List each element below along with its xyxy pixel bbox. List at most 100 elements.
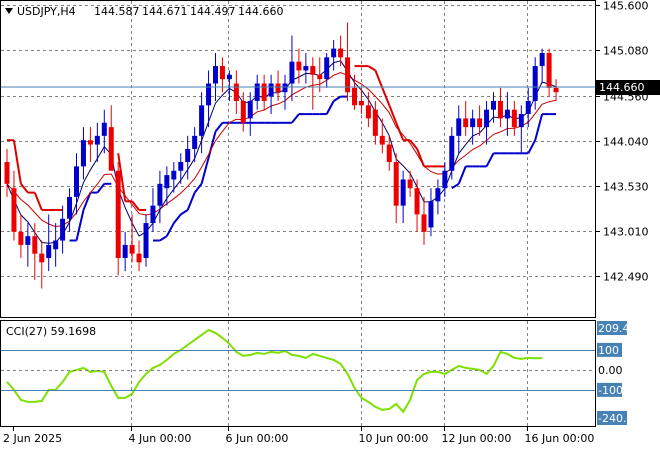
candle-body <box>532 66 538 101</box>
cci-tick-label: 0.00 <box>598 364 623 377</box>
candle-body <box>435 188 441 202</box>
candle-body <box>504 109 510 119</box>
stop-segment <box>374 70 384 89</box>
candle-body <box>53 240 59 250</box>
stop-segment <box>214 122 224 133</box>
moving-averages <box>6 60 557 244</box>
stop-segment <box>451 182 460 190</box>
y-tick-label: 145.600 <box>603 0 649 13</box>
stop-segment <box>409 139 418 150</box>
stop-segment <box>20 183 29 194</box>
x-tick-label: 6 Jun 00:00 <box>226 432 289 445</box>
y-tick-label: 143.530 <box>603 181 649 194</box>
candle-body <box>289 61 295 84</box>
y-tick-label: 142.490 <box>603 271 649 284</box>
candle-body <box>525 100 531 115</box>
candle-body <box>185 148 191 163</box>
candle-body <box>46 244 52 258</box>
candle-body <box>317 74 323 80</box>
stop-segment <box>457 166 467 185</box>
header-close: 144.660 <box>238 5 284 18</box>
candle-body <box>150 205 156 224</box>
grid-lines <box>1 1 595 426</box>
stop-segment <box>159 235 168 242</box>
candle-body <box>421 214 427 232</box>
stop-segment <box>325 100 335 115</box>
stop-segment <box>534 113 544 141</box>
candle-body <box>393 162 399 206</box>
stop-segment <box>96 183 106 194</box>
candle-body <box>129 244 135 254</box>
header-high: 144.671 <box>142 5 188 18</box>
candle-body <box>372 109 378 136</box>
candle-body <box>11 188 17 232</box>
candle-body <box>484 109 490 128</box>
x-tick-label: 4 Jun 00:00 <box>129 432 192 445</box>
candle-body <box>345 57 351 93</box>
stop-segment <box>200 157 210 185</box>
candle-body <box>25 236 31 245</box>
candle-body <box>192 135 198 149</box>
cci-tick-label: -100 <box>598 384 623 397</box>
fast-ma-line <box>6 60 557 244</box>
cci-indicator <box>6 328 543 414</box>
candle-body <box>178 162 184 171</box>
cci-axis: 209.4871 100 0.00 -100 -240.5586 <box>1 321 654 425</box>
candle-body <box>414 188 420 215</box>
candle-body <box>247 100 253 119</box>
symbol-timeframe: USDJPY,H4 <box>17 5 76 18</box>
x-tick-label: 12 Jun 00:00 <box>442 432 512 445</box>
candle-body <box>240 100 246 123</box>
stop-lines <box>7 65 557 242</box>
stop-segment <box>193 183 203 194</box>
stop-segment <box>527 139 537 154</box>
candle-body <box>553 87 559 93</box>
cci-tick-box <box>597 321 627 335</box>
stop-segment <box>388 104 398 124</box>
stop-segment <box>381 87 391 106</box>
candle-body <box>331 48 337 58</box>
candle-body <box>101 122 107 136</box>
candle-body <box>511 109 517 128</box>
x-tick-label: 10 Jun 00:00 <box>359 432 429 445</box>
candle-body <box>386 144 392 163</box>
candle-body <box>407 179 413 189</box>
candle-body <box>87 140 93 145</box>
cci-label: CCI(27) 59.1698 <box>6 325 96 338</box>
candle-body <box>303 66 309 71</box>
candle-body <box>60 218 66 241</box>
candle-body <box>352 87 357 106</box>
y-tick-label: 144.040 <box>603 136 649 149</box>
candle-body <box>400 179 406 206</box>
candle-body <box>477 118 483 128</box>
candle-body <box>143 223 149 258</box>
candle-body <box>74 166 79 197</box>
candle-body <box>80 140 86 167</box>
candle-body <box>213 66 218 84</box>
stop-segment <box>367 65 376 72</box>
stop-segment <box>485 152 495 167</box>
cci-tick-label: 100 <box>598 344 619 357</box>
header-open: 144.587 <box>94 5 140 18</box>
stop-segment <box>333 95 342 102</box>
stop-segment <box>117 153 127 202</box>
candle-body <box>491 100 496 110</box>
candle-body <box>546 52 552 88</box>
candle-body <box>358 100 364 106</box>
candle-body <box>206 83 212 106</box>
stop-segment <box>186 192 196 211</box>
candles <box>4 22 559 289</box>
stop-segment <box>75 209 85 241</box>
stop-segment <box>291 113 300 124</box>
candle-body <box>296 61 302 71</box>
cci-tick-label: 209.4871 <box>598 322 651 335</box>
header-low: 144.497 <box>190 5 236 18</box>
dropdown-triangle-icon[interactable] <box>5 8 13 14</box>
candle-body <box>18 231 24 245</box>
candle-body <box>442 170 448 189</box>
y-tick-label: 145.080 <box>603 45 649 58</box>
candle-body <box>268 83 274 97</box>
slow-ma-line <box>6 72 557 228</box>
candle-body <box>428 201 434 228</box>
